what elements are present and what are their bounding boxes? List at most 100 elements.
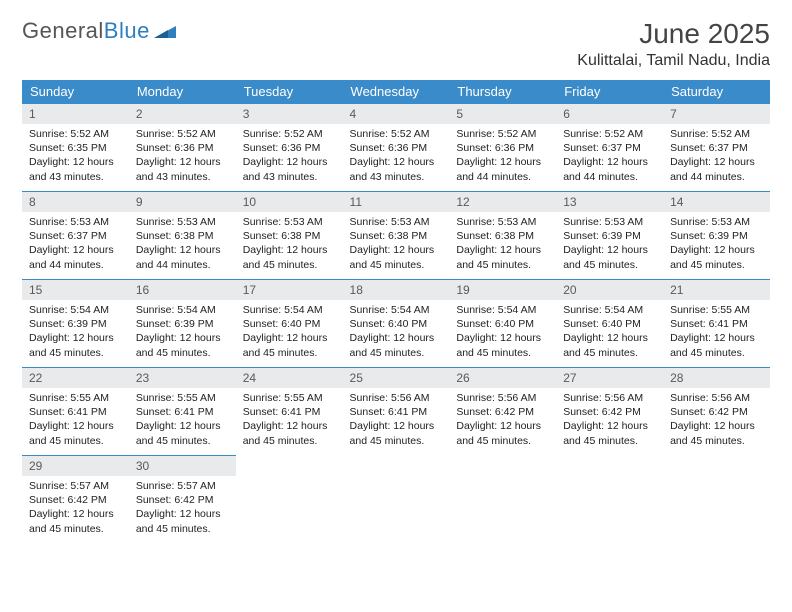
day-details: Sunrise: 5:55 AMSunset: 6:41 PMDaylight:…: [236, 388, 343, 453]
day-details: Sunrise: 5:52 AMSunset: 6:36 PMDaylight:…: [449, 124, 556, 189]
day-number: 6: [556, 104, 663, 124]
calendar-week-row: 1Sunrise: 5:52 AMSunset: 6:35 PMDaylight…: [22, 104, 770, 192]
calendar-day-cell: 1Sunrise: 5:52 AMSunset: 6:35 PMDaylight…: [22, 104, 129, 192]
calendar-day-cell: 13Sunrise: 5:53 AMSunset: 6:39 PMDayligh…: [556, 192, 663, 280]
day-number: 11: [343, 192, 450, 212]
calendar-day-cell: 14Sunrise: 5:53 AMSunset: 6:39 PMDayligh…: [663, 192, 770, 280]
calendar-day-cell: 28Sunrise: 5:56 AMSunset: 6:42 PMDayligh…: [663, 368, 770, 456]
day-number: 5: [449, 104, 556, 124]
calendar-day-cell: 10Sunrise: 5:53 AMSunset: 6:38 PMDayligh…: [236, 192, 343, 280]
calendar-day-cell: [236, 456, 343, 544]
day-number: 23: [129, 368, 236, 388]
day-number: 16: [129, 280, 236, 300]
calendar-week-row: 22Sunrise: 5:55 AMSunset: 6:41 PMDayligh…: [22, 368, 770, 456]
page-header: GeneralBlue June 2025 Kulittalai, Tamil …: [22, 18, 770, 70]
day-details: Sunrise: 5:53 AMSunset: 6:39 PMDaylight:…: [556, 212, 663, 277]
day-number: 24: [236, 368, 343, 388]
calendar-day-cell: 19Sunrise: 5:54 AMSunset: 6:40 PMDayligh…: [449, 280, 556, 368]
calendar-day-cell: 3Sunrise: 5:52 AMSunset: 6:36 PMDaylight…: [236, 104, 343, 192]
calendar-day-cell: 16Sunrise: 5:54 AMSunset: 6:39 PMDayligh…: [129, 280, 236, 368]
day-number: 27: [556, 368, 663, 388]
day-details: Sunrise: 5:53 AMSunset: 6:38 PMDaylight:…: [129, 212, 236, 277]
day-number: 28: [663, 368, 770, 388]
day-number: 1: [22, 104, 129, 124]
brand-part2: Blue: [104, 18, 150, 44]
day-details: Sunrise: 5:54 AMSunset: 6:40 PMDaylight:…: [449, 300, 556, 365]
day-number: 13: [556, 192, 663, 212]
day-number: 14: [663, 192, 770, 212]
day-details: Sunrise: 5:54 AMSunset: 6:40 PMDaylight:…: [236, 300, 343, 365]
calendar-body: 1Sunrise: 5:52 AMSunset: 6:35 PMDaylight…: [22, 104, 770, 544]
day-details: Sunrise: 5:52 AMSunset: 6:37 PMDaylight:…: [663, 124, 770, 189]
day-details: Sunrise: 5:56 AMSunset: 6:42 PMDaylight:…: [449, 388, 556, 453]
day-details: Sunrise: 5:52 AMSunset: 6:36 PMDaylight:…: [343, 124, 450, 189]
calendar-day-cell: [556, 456, 663, 544]
day-number: 26: [449, 368, 556, 388]
calendar-week-row: 29Sunrise: 5:57 AMSunset: 6:42 PMDayligh…: [22, 456, 770, 544]
month-title: June 2025: [577, 18, 770, 50]
day-number: 30: [129, 456, 236, 476]
day-number: 7: [663, 104, 770, 124]
logo-triangle-icon: [154, 18, 176, 44]
calendar-day-cell: 25Sunrise: 5:56 AMSunset: 6:41 PMDayligh…: [343, 368, 450, 456]
day-number: 9: [129, 192, 236, 212]
day-details: Sunrise: 5:54 AMSunset: 6:40 PMDaylight:…: [343, 300, 450, 365]
day-details: Sunrise: 5:57 AMSunset: 6:42 PMDaylight:…: [22, 476, 129, 541]
weekday-header-row: SundayMondayTuesdayWednesdayThursdayFrid…: [22, 80, 770, 104]
day-number: 18: [343, 280, 450, 300]
day-number: 10: [236, 192, 343, 212]
title-block: June 2025 Kulittalai, Tamil Nadu, India: [577, 18, 770, 70]
calendar-day-cell: [663, 456, 770, 544]
calendar-day-cell: 29Sunrise: 5:57 AMSunset: 6:42 PMDayligh…: [22, 456, 129, 544]
day-number: 29: [22, 456, 129, 476]
calendar-week-row: 8Sunrise: 5:53 AMSunset: 6:37 PMDaylight…: [22, 192, 770, 280]
day-details: Sunrise: 5:56 AMSunset: 6:42 PMDaylight:…: [663, 388, 770, 453]
calendar-day-cell: 11Sunrise: 5:53 AMSunset: 6:38 PMDayligh…: [343, 192, 450, 280]
day-details: Sunrise: 5:52 AMSunset: 6:37 PMDaylight:…: [556, 124, 663, 189]
day-number: 8: [22, 192, 129, 212]
calendar-day-cell: 20Sunrise: 5:54 AMSunset: 6:40 PMDayligh…: [556, 280, 663, 368]
day-details: Sunrise: 5:52 AMSunset: 6:36 PMDaylight:…: [236, 124, 343, 189]
calendar-day-cell: [449, 456, 556, 544]
day-details: Sunrise: 5:53 AMSunset: 6:38 PMDaylight:…: [343, 212, 450, 277]
day-details: Sunrise: 5:52 AMSunset: 6:36 PMDaylight:…: [129, 124, 236, 189]
day-details: Sunrise: 5:55 AMSunset: 6:41 PMDaylight:…: [129, 388, 236, 453]
calendar-day-cell: 17Sunrise: 5:54 AMSunset: 6:40 PMDayligh…: [236, 280, 343, 368]
day-number: 4: [343, 104, 450, 124]
day-number: 21: [663, 280, 770, 300]
calendar-day-cell: 21Sunrise: 5:55 AMSunset: 6:41 PMDayligh…: [663, 280, 770, 368]
calendar-day-cell: 6Sunrise: 5:52 AMSunset: 6:37 PMDaylight…: [556, 104, 663, 192]
day-number: 25: [343, 368, 450, 388]
calendar-day-cell: 5Sunrise: 5:52 AMSunset: 6:36 PMDaylight…: [449, 104, 556, 192]
weekday-header: Thursday: [449, 80, 556, 104]
day-number: 15: [22, 280, 129, 300]
calendar-day-cell: 9Sunrise: 5:53 AMSunset: 6:38 PMDaylight…: [129, 192, 236, 280]
day-number: 12: [449, 192, 556, 212]
brand-part1: General: [22, 18, 104, 44]
day-details: Sunrise: 5:56 AMSunset: 6:41 PMDaylight:…: [343, 388, 450, 453]
calendar-day-cell: 23Sunrise: 5:55 AMSunset: 6:41 PMDayligh…: [129, 368, 236, 456]
calendar-day-cell: 12Sunrise: 5:53 AMSunset: 6:38 PMDayligh…: [449, 192, 556, 280]
day-details: Sunrise: 5:54 AMSunset: 6:40 PMDaylight:…: [556, 300, 663, 365]
day-details: Sunrise: 5:52 AMSunset: 6:35 PMDaylight:…: [22, 124, 129, 189]
day-details: Sunrise: 5:53 AMSunset: 6:38 PMDaylight:…: [449, 212, 556, 277]
calendar-day-cell: 26Sunrise: 5:56 AMSunset: 6:42 PMDayligh…: [449, 368, 556, 456]
location-label: Kulittalai, Tamil Nadu, India: [577, 52, 770, 70]
day-details: Sunrise: 5:53 AMSunset: 6:38 PMDaylight:…: [236, 212, 343, 277]
calendar-day-cell: 8Sunrise: 5:53 AMSunset: 6:37 PMDaylight…: [22, 192, 129, 280]
day-number: 17: [236, 280, 343, 300]
day-details: Sunrise: 5:55 AMSunset: 6:41 PMDaylight:…: [22, 388, 129, 453]
calendar-day-cell: 4Sunrise: 5:52 AMSunset: 6:36 PMDaylight…: [343, 104, 450, 192]
brand-logo: GeneralBlue: [22, 18, 176, 44]
weekday-header: Wednesday: [343, 80, 450, 104]
calendar-day-cell: 15Sunrise: 5:54 AMSunset: 6:39 PMDayligh…: [22, 280, 129, 368]
day-details: Sunrise: 5:53 AMSunset: 6:37 PMDaylight:…: [22, 212, 129, 277]
calendar-day-cell: 22Sunrise: 5:55 AMSunset: 6:41 PMDayligh…: [22, 368, 129, 456]
day-number: 2: [129, 104, 236, 124]
calendar-day-cell: 27Sunrise: 5:56 AMSunset: 6:42 PMDayligh…: [556, 368, 663, 456]
day-details: Sunrise: 5:57 AMSunset: 6:42 PMDaylight:…: [129, 476, 236, 541]
calendar-day-cell: 30Sunrise: 5:57 AMSunset: 6:42 PMDayligh…: [129, 456, 236, 544]
weekday-header: Monday: [129, 80, 236, 104]
day-details: Sunrise: 5:54 AMSunset: 6:39 PMDaylight:…: [129, 300, 236, 365]
day-details: Sunrise: 5:55 AMSunset: 6:41 PMDaylight:…: [663, 300, 770, 365]
